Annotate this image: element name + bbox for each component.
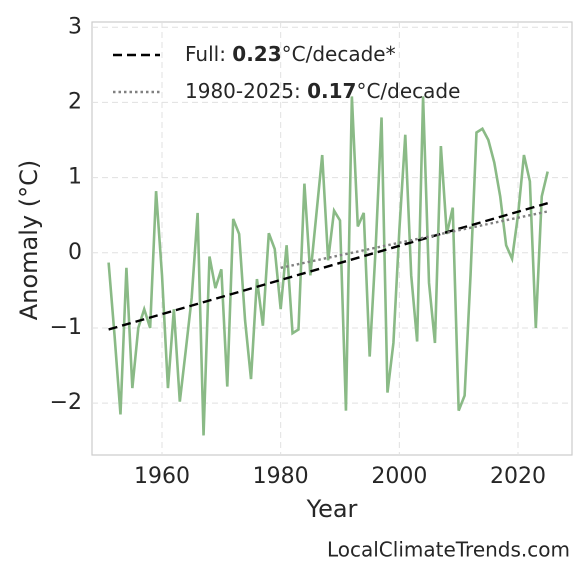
legend-entry: 1980-2025: 0.17°C/decade (113, 79, 460, 103)
series-line (280, 210, 548, 269)
y-tick-label: 0 (68, 240, 82, 265)
x-tick-label: 2000 (371, 464, 427, 489)
legend-label: 1980-2025: 0.17°C/decade (185, 79, 460, 103)
series-line (108, 202, 549, 331)
series-line (107, 96, 549, 436)
y-axis-label: Anomaly (°C) (15, 160, 43, 320)
legend-label: Full: 0.23°C/decade* (185, 42, 396, 66)
y-tick-label: 1 (68, 165, 82, 190)
footer: LocalClimateTrends.com (327, 538, 570, 562)
x-tick-label: 1960 (134, 464, 190, 489)
legend-text-part: °C/decade (356, 79, 460, 103)
y-tick-label: −1 (50, 315, 82, 340)
legend-text-part: Full: (185, 42, 232, 66)
x-tick-label: 1980 (253, 464, 309, 489)
x-axis-label: Year (306, 495, 358, 523)
legend-text-part: 0.17 (307, 79, 356, 103)
legend-entry: Full: 0.23°C/decade* (113, 42, 396, 66)
legend-text-part: °C/decade* (282, 42, 396, 66)
legend-text-part: 0.23 (232, 42, 281, 66)
y-tick-label: −2 (50, 390, 82, 415)
legend-text-part: 1980-2025: (185, 79, 307, 103)
y-tick-label: 2 (68, 89, 82, 114)
y-tick-label: 3 (68, 14, 82, 39)
grid (92, 22, 572, 455)
x-tick-label: 2020 (490, 464, 546, 489)
